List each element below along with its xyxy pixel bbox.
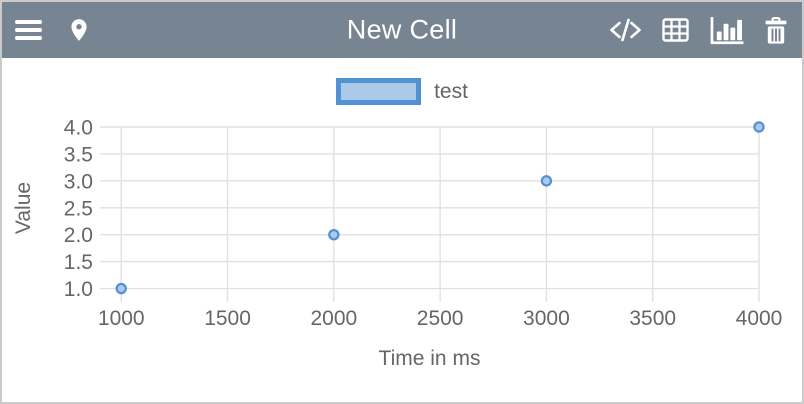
data-point[interactable] [328, 228, 340, 241]
legend-swatch[interactable] [336, 78, 422, 105]
menu-icon[interactable] [15, 19, 42, 41]
trash-icon[interactable] [762, 15, 790, 45]
data-point[interactable] [540, 175, 553, 187]
x-axis-title: Time in ms [379, 347, 481, 370]
code-icon[interactable] [608, 15, 643, 45]
y-tick-label: 4.0 [64, 117, 93, 140]
location-pin-icon[interactable] [66, 15, 92, 45]
y-tick-label: 1.0 [64, 278, 93, 301]
legend-label[interactable]: test [434, 79, 468, 103]
data-point[interactable] [753, 121, 765, 133]
x-tick-label: 3000 [523, 307, 570, 330]
y-tick-label: 2.5 [64, 197, 93, 220]
y-axis-title: Value [12, 182, 35, 234]
header-bar: New Cell [2, 2, 802, 58]
scatter-chart: 1.0 1.5 2.0 2.5 3.0 3.5 4.0 1000 1500 2000 2500 300… [12, 117, 783, 371]
header-right-icons [608, 15, 790, 46]
page-title: New Cell [346, 14, 458, 45]
y-tick-label: 3.0 [64, 170, 93, 193]
x-tick-label: 1500 [204, 307, 251, 330]
y-tick-label: 2.0 [64, 224, 93, 247]
x-tick-label: 1000 [98, 307, 145, 330]
x-tick-label: 2000 [310, 307, 357, 330]
x-tick-label: 4000 [736, 307, 783, 330]
table-icon[interactable] [660, 15, 691, 45]
x-tick-label: 2500 [417, 307, 464, 330]
bar-chart-icon[interactable] [708, 15, 745, 46]
x-tick-label: 3500 [629, 307, 676, 330]
y-tick-label: 1.5 [64, 251, 93, 274]
y-tick-label: 3.5 [64, 143, 93, 166]
data-point[interactable] [115, 282, 127, 295]
header-left-icons [15, 15, 92, 45]
legend: test [2, 78, 802, 105]
